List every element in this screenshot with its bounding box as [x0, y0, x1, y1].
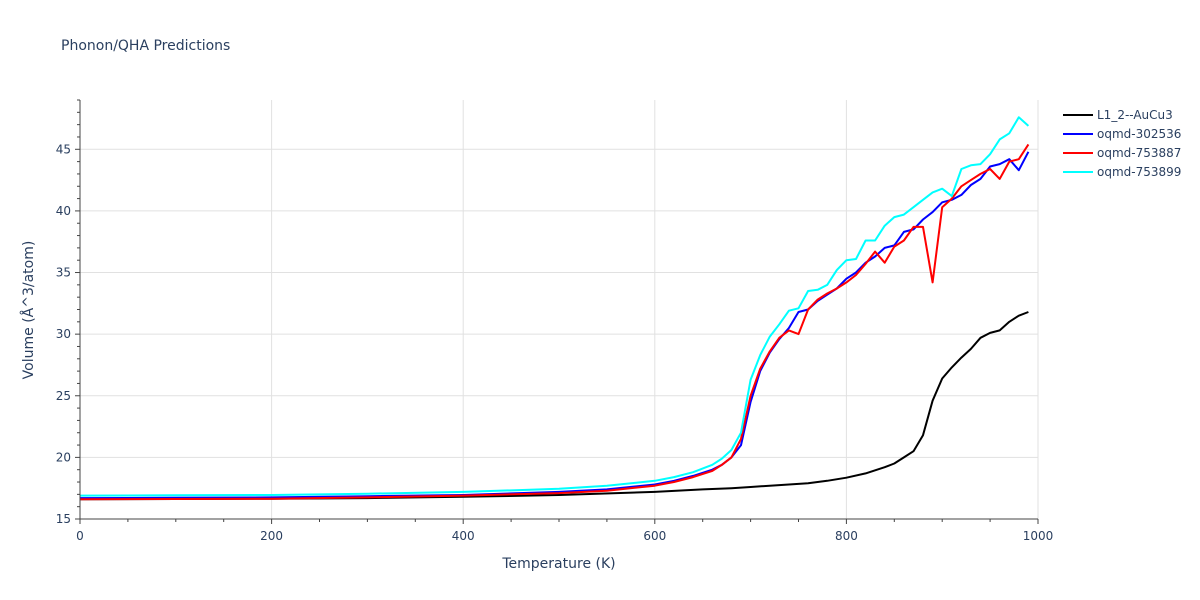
- y-tick-label: 20: [56, 450, 71, 464]
- x-axis-title: Temperature (K): [501, 556, 615, 572]
- legend-label: L1_2--AuCu3: [1097, 108, 1173, 122]
- y-tick-label: 35: [56, 266, 71, 280]
- legend-item[interactable]: oqmd-753899: [1063, 165, 1181, 179]
- legend-label: oqmd-753887: [1097, 146, 1181, 160]
- x-tick-label: 600: [643, 529, 666, 543]
- legend-label: oqmd-302536: [1097, 127, 1181, 141]
- legend-item[interactable]: oqmd-753887: [1063, 146, 1181, 160]
- legend-item[interactable]: oqmd-302536: [1063, 127, 1181, 141]
- tick-labels: 0 200 400 600 800 1000 15 20 25 30 35 40 45: [56, 142, 1054, 543]
- y-axis-title: Volume (Å^3/atom): [20, 241, 37, 380]
- x-tick-label: 800: [835, 529, 858, 543]
- plot-area[interactable]: [79, 116, 1030, 501]
- chart-title: Phonon/QHA Predictions: [61, 38, 230, 54]
- grid: [80, 100, 1039, 520]
- axes: [75, 99, 1039, 524]
- y-tick-label: 45: [56, 142, 71, 156]
- x-tick-label: 200: [260, 529, 283, 543]
- y-tick-label: 30: [56, 327, 71, 341]
- x-tick-label: 0: [76, 529, 84, 543]
- x-tick-label: 400: [452, 529, 475, 543]
- series-line-oqmd-753899[interactable]: [79, 116, 1030, 497]
- x-tick-label: 1000: [1023, 529, 1054, 543]
- series-line-oqmd-302536[interactable]: [79, 151, 1030, 500]
- series-line-oqmd-753887[interactable]: [79, 143, 1030, 501]
- legend-label: oqmd-753899: [1097, 165, 1181, 179]
- legend-item[interactable]: L1_2--AuCu3: [1063, 108, 1173, 122]
- y-tick-label: 25: [56, 389, 71, 403]
- y-tick-label: 40: [56, 204, 71, 218]
- legend[interactable]: L1_2--AuCu3 oqmd-302536 oqmd-753887 oqmd-75…: [1063, 108, 1181, 179]
- y-tick-label: 15: [56, 512, 71, 526]
- series-line-L1_2--AuCu3[interactable]: [79, 311, 1029, 501]
